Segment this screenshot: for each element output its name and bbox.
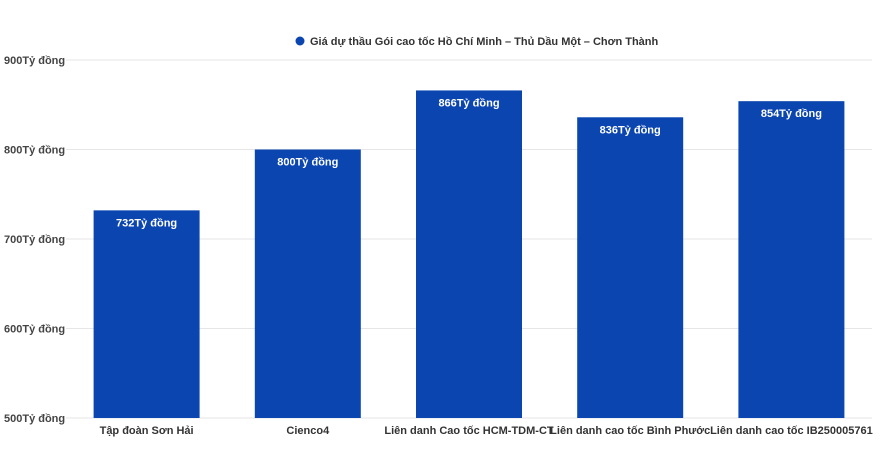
legend-label: Giá dự thầu Gói cao tốc Hồ Chí Minh – Th…	[310, 36, 658, 48]
bar	[93, 210, 200, 418]
category-label: Liên danh cao tốc IB250005761	[710, 425, 873, 437]
data-label: 836Tỷ đồng	[600, 124, 661, 136]
category-label: Cienco4	[286, 425, 330, 437]
data-label: 866Tỷ đồng	[438, 97, 499, 109]
bar	[738, 101, 845, 419]
category-label: Liên danh Cao tốc HCM-TDM-CT	[384, 425, 554, 437]
y-axis-ticks: 500Tỷ đồng 600Tỷ đồng 700Tỷ đồng 800Tỷ đồng…	[4, 55, 65, 425]
legend: Giá dự thầu Gói cao tốc Hồ Chí Minh – Th…	[295, 36, 658, 48]
bar	[254, 149, 361, 418]
legend-marker	[295, 36, 305, 46]
data-label: 800Tỷ đồng	[277, 157, 338, 169]
y-tick-label: 600Tỷ đồng	[4, 324, 65, 336]
y-tick-label: 900Tỷ đồng	[4, 55, 65, 67]
x-axis-categories: Tập đoàn Sơn Hải Cienco4 Liên danh Cao tốc…	[100, 425, 873, 437]
category-label: Liên danh cao tốc Bình Phước	[550, 425, 710, 437]
bar	[577, 117, 684, 418]
y-tick-label: 500Tỷ đồng	[4, 413, 65, 425]
y-tick-label: 700Tỷ đồng	[4, 234, 65, 246]
data-label: 854Tỷ đồng	[761, 108, 822, 120]
data-label: 732Tỷ đồng	[116, 217, 177, 229]
y-tick-label: 800Tỷ đồng	[4, 145, 65, 157]
bar	[416, 90, 522, 419]
category-label: Tập đoàn Sơn Hải	[100, 425, 194, 437]
bars: 732Tỷ đồng 800Tỷ đồng 866Tỷ đồng 836Tỷ đồng…	[93, 90, 845, 419]
